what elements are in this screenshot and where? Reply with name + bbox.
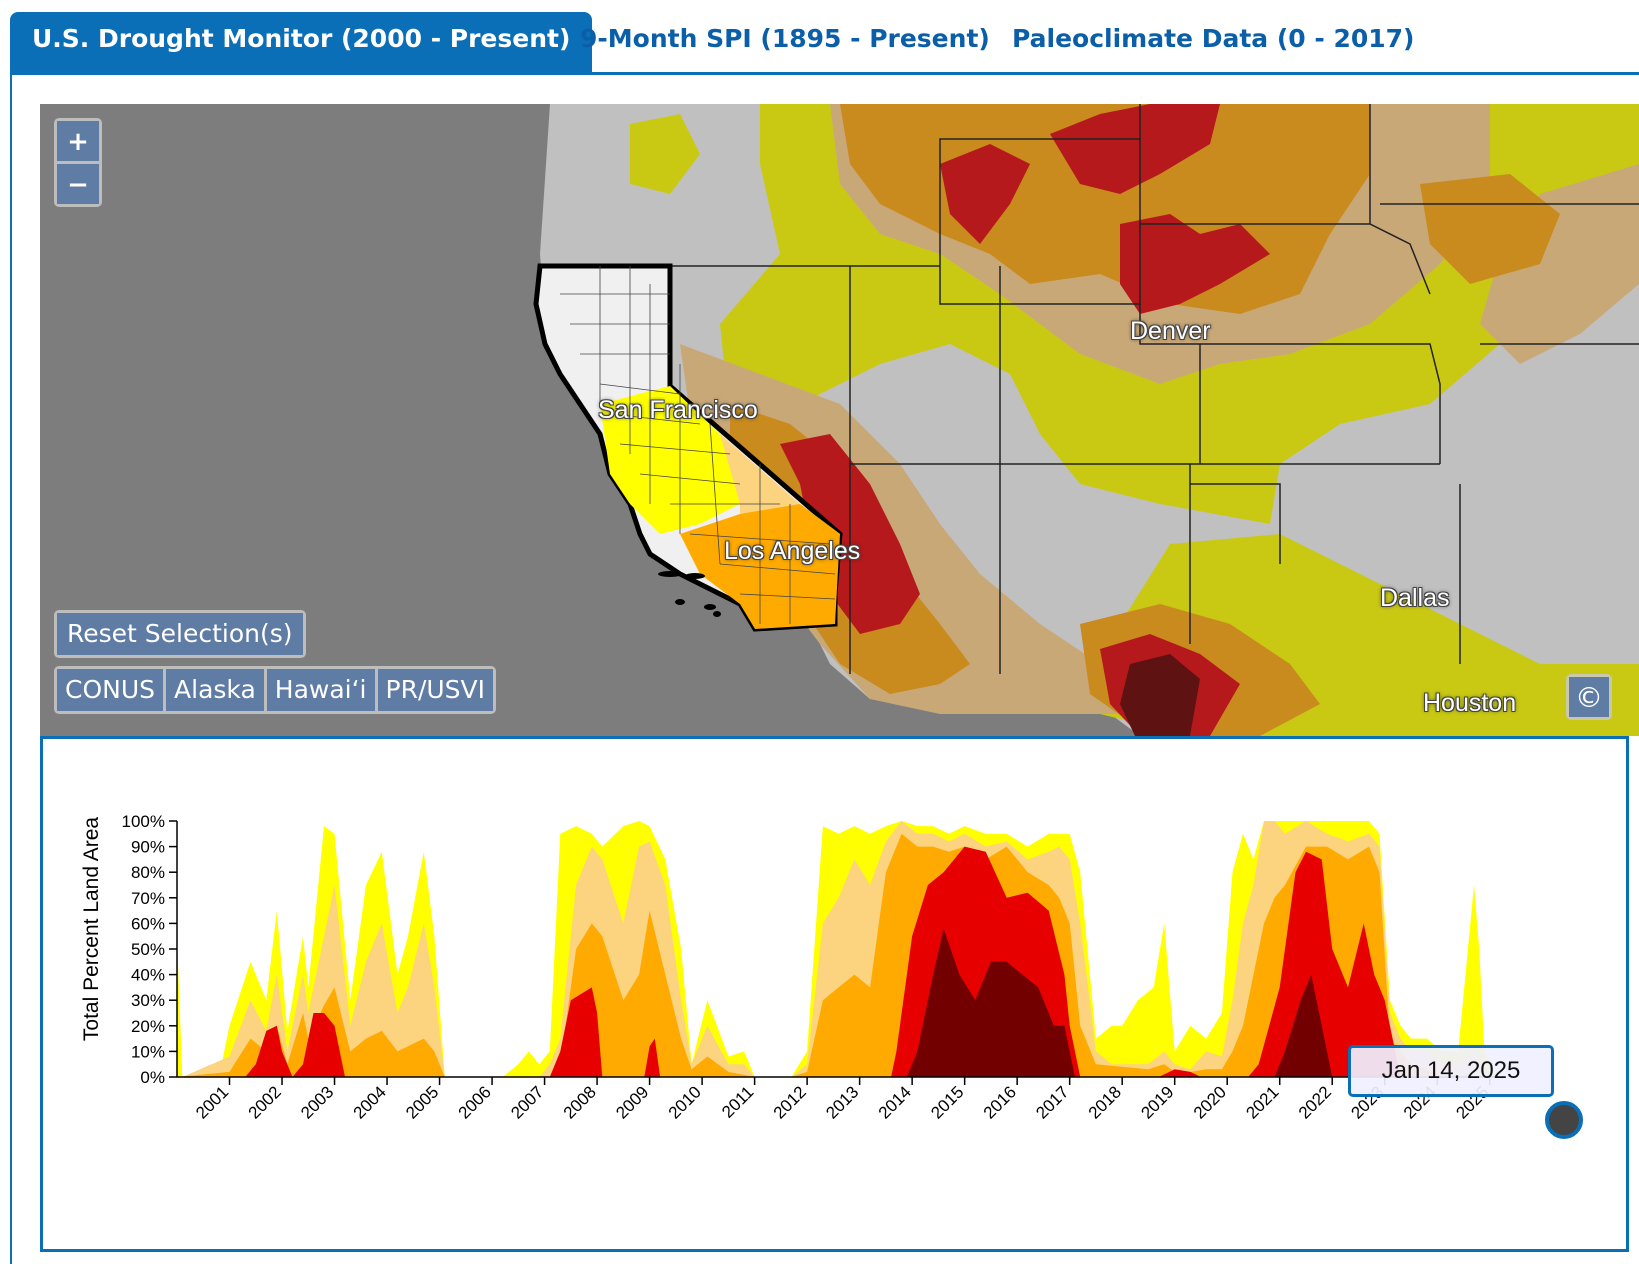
x-tick-label: 2007 bbox=[507, 1082, 547, 1122]
reset-selections-button[interactable]: Reset Selection(s) bbox=[57, 613, 303, 655]
y-tick-label: 20% bbox=[131, 1017, 165, 1036]
x-tick-label: 2009 bbox=[612, 1082, 652, 1122]
x-tick-label: 2019 bbox=[1137, 1082, 1177, 1122]
drought-d1 bbox=[680, 104, 1639, 714]
city-label-dallas: Dallas bbox=[1380, 584, 1450, 612]
chart-canvas: 0% 10% 20% 30% 40% 50% 60% 70% 80% 90% 100% 2001 20… bbox=[80, 812, 1495, 1123]
city-label-san-francisco: San Francisco bbox=[598, 396, 758, 424]
x-tick-label: 2006 bbox=[455, 1082, 495, 1122]
tab-9-month-spi[interactable]: 9-Month SPI (1895 - Present) bbox=[580, 24, 990, 53]
copyright-icon[interactable]: © bbox=[1569, 677, 1609, 717]
region-alaska-button[interactable]: Alaska bbox=[166, 669, 264, 711]
x-tick-label: 2002 bbox=[245, 1082, 285, 1122]
state-boundaries bbox=[670, 104, 1639, 674]
x-tick-label: 2018 bbox=[1085, 1082, 1125, 1122]
california-counties bbox=[560, 266, 836, 624]
x-tick-label: 2017 bbox=[1032, 1082, 1072, 1122]
y-tick-label: 50% bbox=[131, 940, 165, 959]
area-series-d1-d4 bbox=[177, 821, 1495, 1077]
region-conus-button[interactable]: CONUS bbox=[57, 669, 164, 711]
y-tick-label: 100% bbox=[122, 812, 165, 831]
city-label-los-angeles: Los Angeles bbox=[724, 537, 861, 565]
region-hawaii-button[interactable]: Hawaiʻi bbox=[266, 669, 375, 711]
x-tick-label: 2010 bbox=[665, 1082, 705, 1122]
tab-underline bbox=[10, 72, 1639, 75]
reset-control: Reset Selection(s) bbox=[54, 610, 306, 658]
y-tick-label: 70% bbox=[131, 889, 165, 908]
tab-bar: U.S. Drought Monitor (2000 - Present) 9-… bbox=[0, 0, 1639, 75]
x-tick-label: 2015 bbox=[927, 1082, 967, 1122]
y-tick-label: 0% bbox=[140, 1068, 165, 1087]
city-label-houston: Houston bbox=[1423, 689, 1517, 717]
drought-time-series-chart: 0% 10% 20% 30% 40% 50% 60% 70% 80% 90% 100% 2001 20… bbox=[40, 736, 1629, 1252]
y-tick-label: 30% bbox=[131, 991, 165, 1010]
region-pr-usvi-button[interactable]: PR/USVI bbox=[377, 669, 494, 711]
y-tick-label: 80% bbox=[131, 863, 165, 882]
x-tick-label: 2012 bbox=[770, 1082, 810, 1122]
city-label-denver: Denver bbox=[1130, 317, 1211, 345]
drought-d3 bbox=[780, 104, 1270, 736]
x-tick-label: 2016 bbox=[980, 1082, 1020, 1122]
y-tick-label: 90% bbox=[131, 838, 165, 857]
y-tick-label: 10% bbox=[131, 1042, 165, 1061]
y-axis-label: Total Percent Land Area bbox=[80, 817, 103, 1041]
channel-islands bbox=[658, 571, 721, 617]
tab-us-drought-monitor[interactable]: U.S. Drought Monitor (2000 - Present) bbox=[10, 12, 593, 74]
drought-d4 bbox=[1120, 654, 1200, 736]
y-tick-label: 40% bbox=[131, 966, 165, 985]
zoom-in-button[interactable]: + bbox=[57, 121, 99, 161]
california-d0 bbox=[600, 386, 750, 534]
x-tick-label: 2003 bbox=[297, 1082, 337, 1122]
attribution-control: © bbox=[1566, 674, 1612, 720]
drought-map[interactable]: San Francisco Los Angeles Denver Dallas … bbox=[40, 104, 1639, 736]
x-tick-label: 2020 bbox=[1190, 1082, 1230, 1122]
panel-border bbox=[10, 72, 12, 1264]
x-tick-label: 2011 bbox=[718, 1082, 757, 1121]
tab-paleoclimate-data[interactable]: Paleoclimate Data (0 - 2017) bbox=[1012, 24, 1415, 53]
zoom-controls: + − bbox=[54, 118, 102, 207]
x-tick-label: 2004 bbox=[350, 1082, 390, 1122]
x-tick-label: 2014 bbox=[875, 1082, 915, 1122]
x-tick-label: 2005 bbox=[402, 1082, 442, 1122]
time-slider-handle[interactable] bbox=[1545, 1101, 1583, 1139]
x-tick-label: 2008 bbox=[560, 1082, 600, 1122]
map-layer bbox=[40, 104, 1639, 736]
x-tick-label: 2013 bbox=[822, 1082, 862, 1122]
y-tick-label: 60% bbox=[131, 914, 165, 933]
zoom-out-button[interactable]: − bbox=[57, 164, 99, 204]
region-buttons: CONUS Alaska Hawaiʻi PR/USVI bbox=[54, 666, 497, 714]
x-tick-label: 2001 bbox=[192, 1082, 232, 1122]
x-tick-label: 2022 bbox=[1295, 1082, 1335, 1122]
x-tick-label: 2021 bbox=[1242, 1082, 1282, 1122]
date-tooltip: Jan 14, 2025 bbox=[1348, 1045, 1554, 1097]
